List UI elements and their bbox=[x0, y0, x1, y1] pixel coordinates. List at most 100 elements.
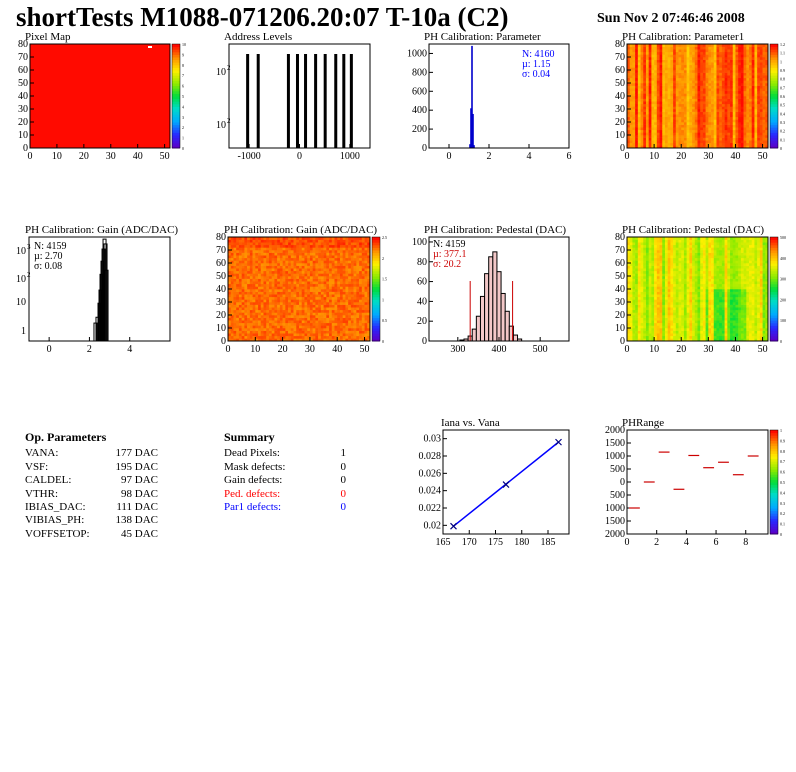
heatmap-cell bbox=[749, 101, 753, 105]
heatmap-cell bbox=[716, 62, 720, 66]
heatmap-cell bbox=[651, 296, 655, 300]
heatmap-cell bbox=[271, 309, 275, 313]
heatmap-cell bbox=[675, 103, 679, 107]
heatmap-cell bbox=[301, 333, 305, 337]
heatmap-cell bbox=[694, 88, 698, 92]
heatmap-cell bbox=[656, 57, 660, 60]
heatmap-cell bbox=[318, 296, 322, 300]
heatmap-cell bbox=[749, 83, 753, 86]
palette-tick-label: 2 bbox=[182, 125, 184, 130]
heatmap-cell bbox=[337, 242, 341, 246]
heatmap-cell bbox=[258, 307, 262, 311]
heatmap-cell bbox=[640, 137, 644, 141]
heatmap-cell bbox=[635, 263, 639, 266]
heatmap-cell bbox=[740, 51, 744, 55]
heatmap-cell bbox=[659, 114, 663, 118]
heatmap-cell bbox=[632, 281, 636, 285]
heatmap-cell bbox=[697, 111, 701, 115]
heatmap-cell bbox=[277, 252, 281, 256]
heatmap-cell bbox=[228, 333, 232, 337]
heatmap-cell bbox=[323, 328, 327, 331]
heatmap-cell bbox=[339, 296, 343, 300]
heatmap-cell bbox=[331, 333, 335, 337]
heatmap-cell bbox=[277, 315, 281, 318]
heatmap-cell bbox=[651, 140, 655, 144]
heatmap-cell bbox=[315, 265, 319, 269]
heatmap-cell bbox=[692, 103, 696, 107]
heatmap-cell bbox=[230, 273, 234, 277]
heatmap-cell bbox=[241, 281, 245, 285]
heatmap-cell bbox=[323, 304, 327, 308]
palette-cell bbox=[172, 93, 180, 97]
heatmap-cell bbox=[329, 320, 333, 324]
heatmap-cell bbox=[689, 116, 693, 120]
dead-pixel bbox=[148, 46, 152, 48]
heatmap-cell bbox=[683, 119, 687, 123]
heatmap-cell bbox=[716, 124, 720, 128]
heatmap-cell bbox=[632, 72, 636, 76]
heatmap-cell bbox=[238, 244, 242, 248]
heatmap-cell bbox=[656, 46, 660, 50]
heatmap-cell bbox=[277, 257, 281, 261]
heatmap-cell bbox=[629, 242, 633, 246]
heatmap-cell bbox=[304, 265, 308, 269]
heatmap-cell bbox=[708, 145, 712, 149]
heatmap-cell bbox=[721, 85, 725, 89]
heatmap-cell bbox=[765, 75, 769, 79]
heatmap-cell bbox=[288, 325, 292, 329]
heatmap-cell bbox=[255, 237, 259, 240]
heatmap-cell bbox=[702, 142, 706, 146]
heatmap-cell bbox=[353, 270, 357, 274]
heatmap-cell bbox=[238, 317, 242, 321]
heatmap-cell bbox=[293, 307, 297, 311]
heatmap-cell bbox=[629, 96, 633, 99]
heatmap-cell bbox=[348, 315, 352, 318]
stat-text: µ: 377.1 bbox=[433, 249, 467, 260]
heatmap-cell bbox=[337, 309, 341, 313]
heatmap-cell bbox=[683, 98, 687, 102]
heatmap-cell bbox=[315, 333, 319, 337]
heatmap-cell bbox=[681, 124, 685, 128]
heatmap-cell bbox=[754, 96, 758, 99]
heatmap-cell bbox=[331, 299, 335, 303]
heatmap-cell bbox=[249, 276, 253, 279]
heatmap-cell bbox=[266, 283, 270, 287]
heatmap-cell bbox=[651, 127, 655, 131]
heatmap-cell bbox=[683, 75, 687, 79]
heatmap-cell bbox=[632, 106, 636, 110]
heatmap-cell bbox=[279, 257, 283, 261]
heatmap-cell bbox=[632, 312, 636, 316]
heatmap-cell bbox=[274, 307, 278, 311]
heatmap-cell bbox=[713, 49, 717, 53]
heatmap-cell bbox=[686, 88, 690, 92]
heatmap-cell bbox=[651, 278, 655, 282]
heatmap-cell bbox=[681, 122, 685, 125]
heatmap-cell bbox=[651, 302, 655, 305]
heatmap-cell bbox=[759, 127, 763, 131]
heatmap-cell bbox=[258, 333, 262, 337]
heatmap-cell bbox=[632, 330, 636, 334]
heatmap-cell bbox=[318, 255, 322, 259]
heatmap-cell bbox=[296, 302, 300, 305]
heatmap-cell bbox=[640, 265, 644, 269]
heatmap-cell bbox=[681, 93, 685, 97]
heatmap-cell bbox=[627, 260, 631, 264]
heatmap-cell bbox=[700, 83, 704, 86]
heatmap-cell bbox=[309, 307, 313, 311]
heatmap-cell bbox=[309, 328, 313, 331]
heatmap-cell bbox=[683, 111, 687, 115]
y-tick-label: 30 bbox=[18, 104, 28, 115]
heatmap-cell bbox=[662, 106, 666, 110]
heatmap-cell bbox=[299, 278, 303, 282]
heatmap-cell bbox=[337, 289, 341, 292]
heatmap-cell bbox=[713, 106, 717, 110]
heatmap-cell bbox=[632, 276, 636, 279]
heatmap-cell bbox=[754, 93, 758, 97]
heatmap-cell bbox=[288, 286, 292, 290]
heatmap-cell bbox=[260, 338, 264, 342]
heatmap-cell bbox=[236, 333, 240, 337]
heatmap-cell bbox=[301, 276, 305, 279]
heatmap-cell bbox=[356, 317, 360, 321]
heatmap-cell bbox=[356, 335, 360, 339]
heatmap-cell bbox=[643, 46, 647, 50]
